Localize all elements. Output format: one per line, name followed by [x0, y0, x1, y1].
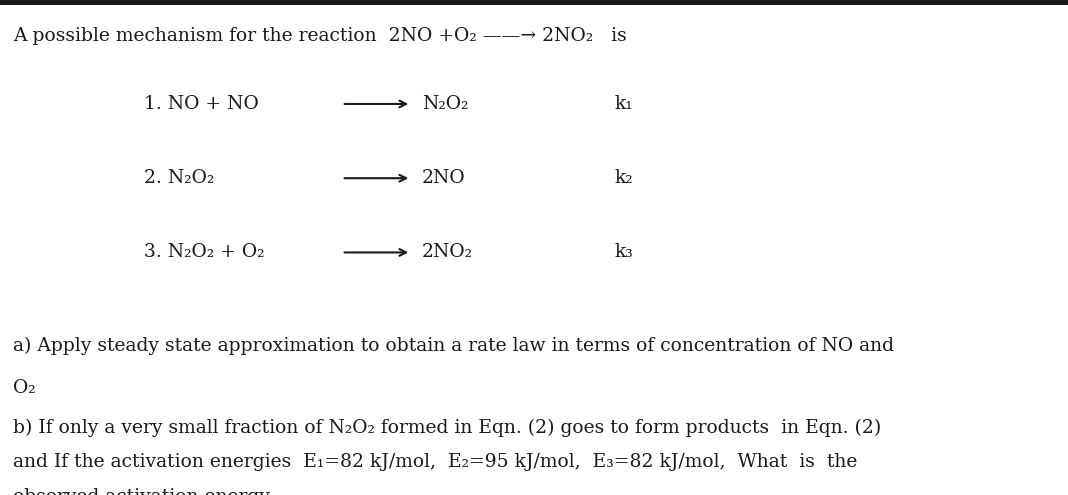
Text: k₂: k₂ — [614, 169, 632, 187]
Text: b) If only a very small fraction of N₂O₂ formed in Eqn. (2) goes to form product: b) If only a very small fraction of N₂O₂… — [13, 418, 881, 437]
Text: k₁: k₁ — [614, 95, 632, 113]
Text: 3. N₂O₂ + O₂: 3. N₂O₂ + O₂ — [144, 244, 265, 261]
Text: 2NO₂: 2NO₂ — [422, 244, 473, 261]
Text: k₃: k₃ — [614, 244, 633, 261]
Text: O₂: O₂ — [13, 379, 35, 396]
Text: observed activation energy.: observed activation energy. — [13, 488, 273, 495]
Text: 1. NO + NO: 1. NO + NO — [144, 95, 258, 113]
Text: and If the activation energies  E₁=82 kJ/mol,  E₂=95 kJ/mol,  E₃=82 kJ/mol,  Wha: and If the activation energies E₁=82 kJ/… — [13, 453, 858, 471]
Text: 2. N₂O₂: 2. N₂O₂ — [144, 169, 215, 187]
Text: N₂O₂: N₂O₂ — [422, 95, 468, 113]
Text: A possible mechanism for the reaction  2NO +O₂ ——→ 2NO₂   is: A possible mechanism for the reaction 2N… — [13, 27, 627, 45]
Text: 2NO: 2NO — [422, 169, 466, 187]
Text: a) Apply steady state approximation to obtain a rate law in terms of concentrati: a) Apply steady state approximation to o… — [13, 337, 894, 355]
